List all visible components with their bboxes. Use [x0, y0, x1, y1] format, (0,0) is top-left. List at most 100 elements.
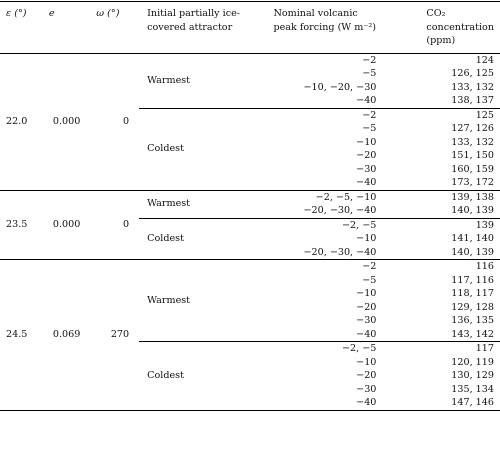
- header-row: ε (°) e ω (°) Initial partially ice-cove…: [0, 2, 500, 54]
- co2-cell: 116: [475, 261, 494, 272]
- table-row: −5 117, 116: [0, 274, 500, 288]
- table-row: −30 136, 135: [0, 314, 500, 328]
- header-perihelion: ω (°): [96, 8, 120, 19]
- co2-cell: 136, 135: [451, 315, 494, 326]
- forcing-cell: −40: [356, 177, 377, 188]
- co2-cell: 120, 119: [451, 356, 494, 368]
- obliquity-cell: 22.0: [6, 115, 28, 127]
- attractor-cell: Warmest: [147, 198, 191, 210]
- table-row: −40 143, 142: [0, 328, 500, 342]
- forcing-cell: −10: [356, 356, 377, 368]
- table-row: −20 151, 150: [0, 149, 500, 163]
- table-row: −40 173, 172: [0, 176, 500, 190]
- co2-cell: 129, 128: [451, 301, 494, 313]
- co2-cell: 117, 116: [451, 274, 494, 286]
- table-row: −10 118, 117: [0, 287, 500, 301]
- co2-cell: 117: [392, 341, 500, 356]
- co2-cell: 143, 142: [451, 328, 494, 340]
- perihelion-cell: 270: [110, 329, 130, 340]
- table-row: −40 138, 137: [0, 94, 500, 108]
- table-row: −5 127, 126: [0, 122, 500, 136]
- forcing-cell: −20: [356, 150, 377, 161]
- table-row: −30 135, 134: [0, 383, 500, 397]
- co2-cell: 127, 126: [451, 123, 494, 134]
- forcing-cell: −40: [356, 328, 377, 340]
- forcing-cell: −10: [356, 288, 377, 299]
- table-body: 22.0 0.000 0 Warmest −2 124 −5 126, 125 −10, −20…: [0, 53, 500, 410]
- table-row: −20, −30, −40 140, 139: [0, 246, 500, 260]
- forcing-cell: −5: [362, 68, 377, 79]
- co2-cell: 125: [392, 107, 500, 122]
- table-row: 22.0 0.000 0 Warmest −2 124: [0, 53, 500, 127]
- table-row: −10 133, 132: [0, 136, 500, 150]
- table-row: −20 129, 128: [0, 301, 500, 315]
- table-row: −10 141, 140: [0, 232, 500, 246]
- co2-cell: 135, 134: [451, 383, 494, 395]
- co2-cell: 130, 129: [451, 370, 494, 381]
- table-row: Coldest −2 125: [0, 107, 500, 190]
- forcing-cell: −30: [356, 163, 377, 175]
- co2-cell: 139, 138: [451, 191, 494, 203]
- forcing-cell: −2, −5: [269, 341, 393, 356]
- table-row: 23.5 0.000 0 Warmest −2, −5, −10 139, 138: [0, 190, 500, 230]
- table-row: −10 120, 119: [0, 356, 500, 370]
- perihelion-cell: 0: [123, 219, 130, 230]
- attractor-cell: Coldest: [139, 341, 270, 410]
- table-row: −20 130, 129: [0, 369, 500, 383]
- co2-cell: 141, 140: [451, 233, 494, 244]
- attractor-cell: Warmest: [147, 74, 191, 86]
- co2-cell: 139: [392, 217, 500, 232]
- table-row: Coldest −2, −5 139: [0, 217, 500, 260]
- attractor-cell: Warmest: [147, 294, 191, 306]
- forcing-cell: −40: [356, 397, 377, 408]
- forcing-cell: −5: [362, 123, 377, 134]
- table-row: −5 126, 125: [0, 67, 500, 81]
- co2-cell: 133, 132: [451, 81, 494, 93]
- forcing-cell: −5: [362, 274, 377, 286]
- forcing-cell: −20: [356, 370, 377, 381]
- header-co2: CO₂ concentration (ppm): [392, 2, 500, 54]
- obliquity-cell: 23.5: [6, 219, 28, 230]
- forcing-cell: −2: [269, 107, 393, 122]
- forcing-cell: −2, −5, −10: [315, 191, 377, 203]
- co2-cell: 140, 139: [451, 246, 494, 258]
- volcanic-forcing-table: ε (°) e ω (°) Initial partially ice-cove…: [0, 1, 500, 411]
- table-row: 24.5 0.069 270 Warmest −2 116: [0, 259, 500, 340]
- header-eccentricity: e: [48, 8, 55, 19]
- table-row: −30 160, 159: [0, 163, 500, 177]
- header-obliquity: ε (°): [6, 8, 27, 19]
- table-row: −20, −30, −40 140, 139: [0, 204, 500, 218]
- eccentricity-cell: 0.069: [52, 329, 81, 340]
- perihelion-cell: 0: [123, 115, 130, 127]
- forcing-cell: −10: [356, 233, 377, 244]
- eccentricity-cell: 0.000: [52, 115, 81, 127]
- forcing-cell: −30: [356, 383, 377, 395]
- table-row: −10, −20, −30 133, 132: [0, 81, 500, 95]
- obliquity-cell: 24.5: [6, 329, 28, 340]
- co2-cell: 160, 159: [451, 163, 494, 175]
- attractor-cell: Coldest: [139, 107, 270, 190]
- eccentricity-cell: 0.000: [52, 219, 81, 230]
- forcing-cell: −20, −30, −40: [303, 205, 377, 216]
- forcing-cell: −20, −30, −40: [303, 246, 377, 258]
- forcing-cell: −10: [356, 136, 377, 148]
- forcing-cell: −30: [356, 315, 377, 326]
- attractor-cell: Coldest: [139, 217, 270, 260]
- forcing-cell: −2: [362, 261, 377, 272]
- co2-cell: 124: [475, 54, 494, 66]
- forcing-cell: −20: [356, 301, 377, 313]
- co2-cell: 147, 146: [451, 397, 494, 408]
- table-row: −40 147, 146: [0, 396, 500, 410]
- forcing-cell: −2, −5: [269, 217, 393, 232]
- header-forcing: Nominal volcanic peak forcing (W m⁻²): [269, 2, 392, 54]
- header-co2-text: CO₂ concentration (ppm): [426, 8, 495, 46]
- header-attractor-text: Initial partially ice-covered attractor: [147, 8, 240, 33]
- co2-cell: 138, 137: [451, 95, 494, 106]
- co2-cell: 140, 139: [451, 205, 494, 216]
- forcing-cell: −10, −20, −30: [303, 81, 377, 93]
- co2-cell: 133, 132: [451, 136, 494, 148]
- table-row: Coldest −2, −5 117: [0, 341, 500, 410]
- co2-cell: 118, 117: [451, 288, 494, 299]
- forcing-cell: −2: [362, 54, 377, 66]
